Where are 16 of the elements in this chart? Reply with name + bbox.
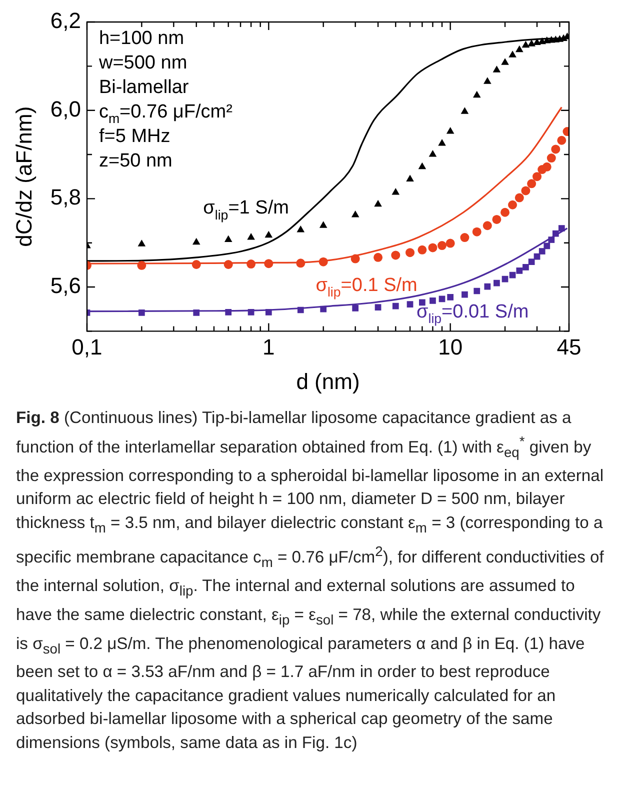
annotation: Bi-lamellar xyxy=(98,77,190,98)
x-tick-label: 45 xyxy=(556,334,582,360)
annotation: h=100 nm xyxy=(98,28,184,49)
x-tick-label: 0,1 xyxy=(72,334,102,360)
x-axis-title: d (nm) xyxy=(296,368,360,394)
annotation: z=50 nm xyxy=(98,150,172,172)
annotation: w=500 nm xyxy=(98,52,188,74)
y-tick-label: 5,8 xyxy=(50,184,81,210)
x-tick-label: 1 xyxy=(262,334,275,360)
y-tick-label: 6,2 xyxy=(50,8,81,34)
x-tick-label: 10 xyxy=(438,334,463,360)
caption: Fig. 8 xyxy=(16,408,60,427)
y-tick-label: 6,0 xyxy=(50,96,81,122)
y-tick-label: 5,6 xyxy=(50,273,81,298)
annotation: f=5 MHz xyxy=(98,126,170,147)
y-axis-title: dC/dz (aF/nm) xyxy=(11,106,36,247)
